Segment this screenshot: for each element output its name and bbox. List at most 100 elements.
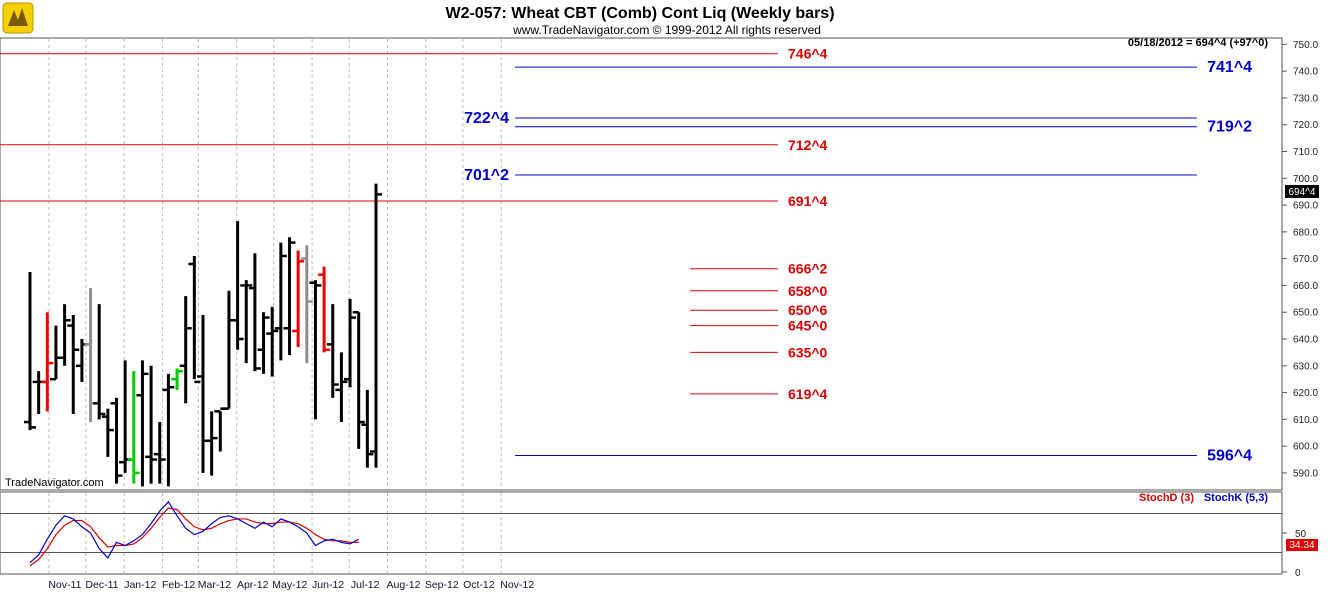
y-tick-label: 590.0 — [1293, 468, 1318, 479]
x-tick-label: Nov-11 — [48, 579, 81, 591]
stochastic-badge: 34.34 — [1286, 539, 1318, 551]
x-tick-label: Jan-12 — [124, 579, 156, 591]
current-price-badge-text: 694^4 — [1289, 187, 1316, 198]
y-tick-label: 720.0 — [1293, 120, 1318, 131]
x-tick-label: Jul-12 — [351, 579, 380, 591]
ohlc-bar — [179, 296, 192, 404]
x-tick-label: May-12 — [272, 579, 307, 591]
ohlc-bar — [326, 304, 339, 398]
y-tick-label: 700.0 — [1293, 174, 1318, 185]
x-tick-label: Nov-12 — [500, 579, 534, 591]
ohlc-bar — [335, 352, 348, 423]
watermark: TradeNavigator.com — [5, 477, 104, 489]
legend-stoch-k: StochK (5,3) — [1204, 492, 1269, 504]
ohlc-bar — [49, 325, 62, 381]
level-label: 722^4 — [464, 110, 509, 127]
x-tick-label: Mar-12 — [198, 579, 231, 591]
current-price-badge: 694^4 — [1285, 185, 1319, 198]
trade-navigator-logo-icon — [2, 2, 34, 34]
legend-stoch-d: StochD (3) — [1139, 492, 1194, 504]
level-label: 650^6 — [788, 302, 828, 318]
ohlc-bar — [361, 389, 374, 468]
ohlc-bar — [58, 304, 71, 366]
y-tick-label: 650.0 — [1293, 308, 1318, 319]
ohlc-bar — [248, 253, 261, 372]
level-label: 666^2 — [788, 261, 828, 277]
chart-title: W2-057: Wheat CBT (Comb) Cont Liq (Weekl… — [445, 5, 834, 22]
y-tick-label: 660.0 — [1293, 281, 1318, 292]
ohlc-bar — [127, 371, 140, 484]
ohlc-bar — [32, 371, 45, 414]
stoch-d-line — [29, 507, 359, 567]
ohlc-bar — [283, 237, 296, 356]
stochastic-plot — [0, 500, 1282, 567]
price-panel-frame — [0, 37, 1283, 491]
ohlc-bar — [119, 360, 132, 473]
time-axis[interactable]: Nov-11 Dec-11 Jan-12 Feb-12 Mar-12 Apr-12 May-… — [48, 579, 534, 591]
ohlc-bar — [292, 250, 305, 348]
y-tick-label: 750.0 — [1293, 40, 1318, 51]
ohlc-bar — [300, 245, 313, 364]
ohlc-bar — [214, 407, 227, 452]
ohlc-bar — [188, 255, 201, 384]
x-grid — [48, 39, 502, 573]
x-tick-label: Dec-11 — [85, 579, 118, 591]
level-label: 596^4 — [1207, 448, 1252, 465]
ohlc-bar — [240, 280, 253, 364]
ohlc-bar — [222, 290, 235, 410]
ohlc-bar — [171, 368, 184, 390]
x-tick-label: Jun-12 — [312, 579, 344, 591]
level-label: 658^0 — [788, 283, 828, 299]
y-tick-label: 690.0 — [1293, 201, 1318, 212]
ohlc-bar — [318, 266, 331, 353]
ohlc-bar — [101, 408, 114, 457]
ohlc-bar — [231, 221, 244, 350]
ohlc-bar — [153, 422, 166, 484]
ohlc-bar — [266, 306, 279, 377]
ohlc-bar — [41, 312, 54, 412]
level-label: 746^4 — [788, 46, 828, 62]
ohlc-bar — [309, 280, 322, 420]
stoch-k-line — [29, 500, 359, 564]
y-tick-label: 730.0 — [1293, 93, 1318, 104]
level-label: 712^4 — [788, 137, 828, 153]
ohlc-bar — [24, 272, 36, 431]
stoch-y-tick-label: 0 — [1295, 568, 1301, 579]
x-tick-label: Apr-12 — [237, 579, 269, 591]
ohlc-bar — [344, 298, 357, 388]
ohlc-bar — [110, 397, 123, 484]
ohlc-bar — [145, 365, 158, 484]
level-label: 719^2 — [1207, 119, 1252, 136]
x-tick-label: Aug-12 — [387, 579, 421, 591]
y-tick-label: 600.0 — [1293, 442, 1318, 453]
y-tick-label: 740.0 — [1293, 67, 1318, 78]
price-bars — [24, 183, 382, 487]
stoch-y-tick-label: 50 — [1295, 529, 1307, 540]
y-tick-label: 640.0 — [1293, 335, 1318, 346]
y-tick-label: 630.0 — [1293, 361, 1318, 372]
level-label: 691^4 — [788, 193, 828, 209]
last-quote: 05/18/2012 = 694^4 (+97^0) — [1128, 37, 1268, 49]
support-resistance-levels: 746^4 741^4 722^4 719^2 712^4 701^2 691^4 666^2… — [0, 46, 1252, 465]
stochastic-axis: 0 50 — [1282, 529, 1307, 579]
ohlc-bar — [205, 411, 218, 476]
ohlc-bar — [93, 304, 106, 420]
x-tick-label: Feb-12 — [162, 579, 195, 591]
price-axis[interactable]: 590.0 600.0 610.0 620.0 630.0 640.0 650.0 660.0… — [1282, 40, 1318, 480]
y-tick-label: 710.0 — [1293, 147, 1318, 158]
ohlc-bar — [274, 242, 287, 361]
ohlc-bar — [162, 373, 175, 487]
stochastic-badge-text: 34.34 — [1289, 540, 1314, 551]
level-label: 619^4 — [788, 386, 828, 402]
x-tick-label: Oct-12 — [463, 579, 495, 591]
y-tick-label: 680.0 — [1293, 227, 1318, 238]
level-label: 741^4 — [1207, 59, 1252, 76]
ohlc-bar — [352, 310, 365, 449]
x-tick-label: Sep-12 — [425, 579, 459, 591]
level-label: 701^2 — [464, 167, 509, 184]
level-label: 645^0 — [788, 318, 828, 334]
y-tick-label: 620.0 — [1293, 388, 1318, 399]
level-label: 635^0 — [788, 344, 828, 360]
ohlc-bar — [370, 183, 382, 468]
